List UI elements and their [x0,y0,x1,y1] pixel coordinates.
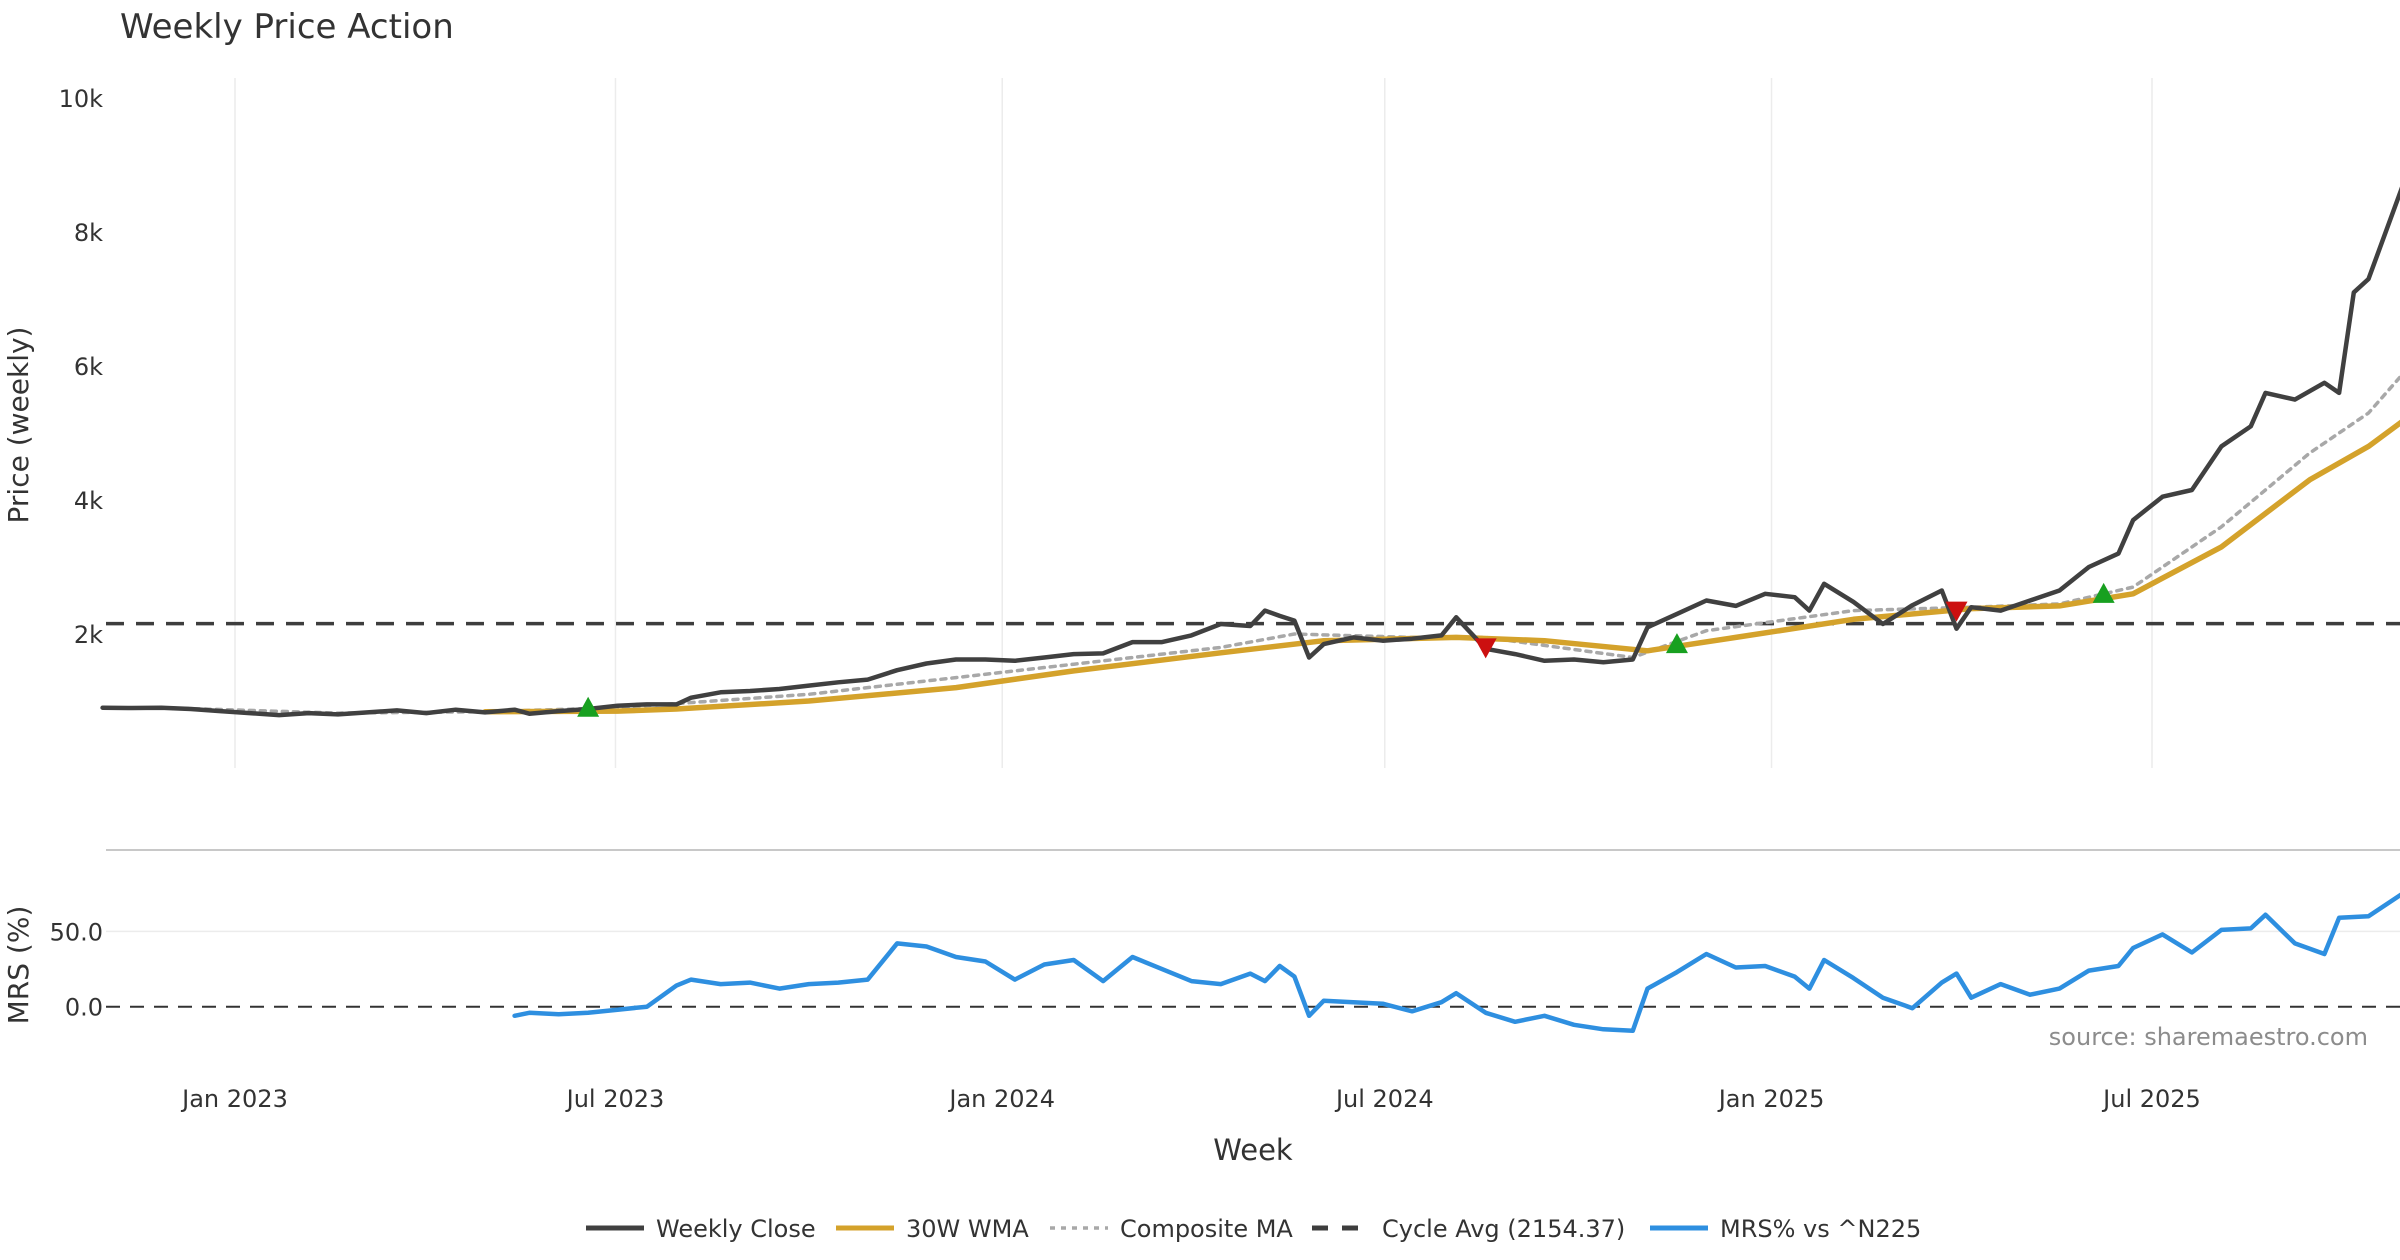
source-annotation: source: sharemaestro.com [2049,1023,2368,1051]
legend: Weekly Close 30W WMA Composite MA Cycle Avg… [586,1215,1921,1243]
x-tick-label: Jan 2023 [180,1085,288,1113]
buy-signal-marker [2092,582,2115,603]
legend-label: Weekly Close [656,1215,816,1243]
x-tick-label: Jul 2023 [565,1085,665,1113]
data-series [100,186,2400,1034]
price-y-tick-label: 6k [74,353,103,381]
x-tick-label: Jan 2025 [1717,1085,1825,1113]
x-axis-label: Week [1213,1133,1293,1167]
vertical-gridlines [234,78,2153,768]
mrs-y-tick-label: 50.0 [50,918,103,946]
mrs-y-tick-label: 0.0 [65,994,103,1022]
sell-signal-marker [1945,601,1968,622]
buy-signal-marker [1665,633,1688,654]
price-y-tick-label: 10k [59,85,104,113]
legend-item-mrs: MRS% vs ^N225 [1650,1215,1921,1243]
mrs-y-axis-label: MRS (%) [2,906,35,1025]
mrs-line [512,892,2400,1034]
weekly-close-line [100,186,2400,718]
legend-label: 30W WMA [906,1215,1029,1243]
chart-title: Weekly Price Action [120,7,454,47]
signal-markers [577,582,2115,717]
legend-item-cycle: Cycle Avg (2154.37) [1312,1215,1625,1243]
price-y-tick-label: 2k [74,621,103,649]
legend-item-wma: 30W WMA [836,1215,1029,1243]
price-y-tick-label: 8k [74,219,103,247]
legend-item-composite: Composite MA [1050,1215,1293,1243]
wma-30w-line [482,419,2400,715]
mrs-y-axis: 0.0 50.0 [50,918,103,1021]
buy-signal-marker [577,696,600,717]
x-axis: Jan 2023 Jul 2023 Jan 2024 Jul 2024 Jan 2025… [180,1085,2201,1113]
legend-label: MRS% vs ^N225 [1720,1215,1921,1243]
legend-label: Cycle Avg (2154.37) [1382,1215,1625,1243]
price-y-axis: 2k 4k 6k 8k 10k [59,85,104,649]
legend-label: Composite MA [1120,1215,1293,1243]
x-tick-label: Jul 2025 [2101,1085,2201,1113]
legend-item-close: Weekly Close [586,1215,816,1243]
x-tick-label: Jan 2024 [947,1085,1055,1113]
price-y-tick-label: 4k [74,487,103,515]
price-y-axis-label: Price (weekly) [2,327,35,524]
x-tick-label: Jul 2024 [1334,1085,1434,1113]
sell-signal-marker [1474,638,1497,659]
